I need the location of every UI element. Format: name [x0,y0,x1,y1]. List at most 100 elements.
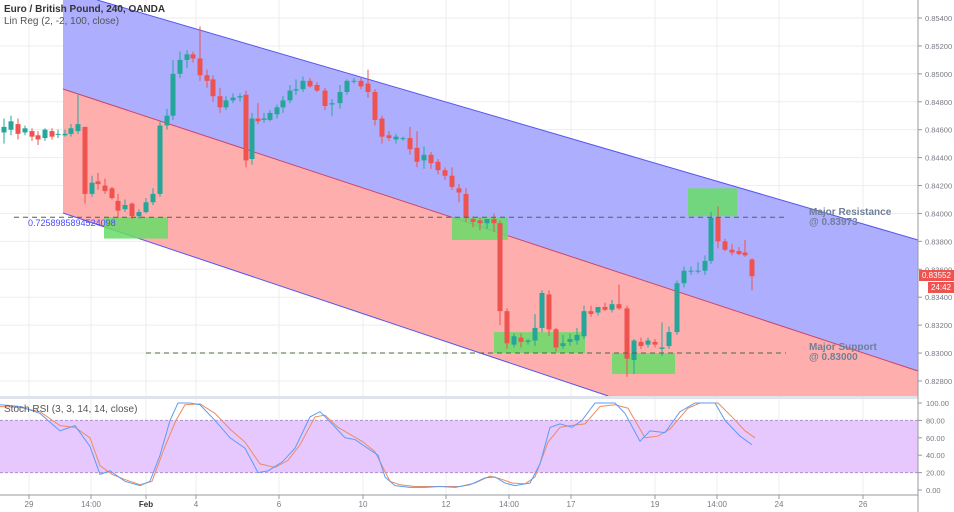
candle[interactable] [122,199,128,213]
candle[interactable] [287,85,293,104]
candle[interactable] [428,152,434,169]
candle[interactable] [210,75,216,102]
pane-separator[interactable] [0,396,918,399]
candle[interactable] [300,76,306,92]
candle[interactable] [602,302,608,312]
candle[interactable] [89,175,95,197]
candle[interactable] [261,112,267,123]
candle[interactable] [688,266,694,275]
candle[interactable] [249,112,255,165]
candle[interactable] [484,219,490,229]
candle[interactable] [702,255,708,275]
candle[interactable] [456,184,462,203]
candle[interactable] [329,98,335,116]
candle[interactable] [337,85,343,109]
candle[interactable] [243,90,249,168]
candle[interactable] [624,305,630,377]
candle[interactable] [150,188,156,206]
candle[interactable] [230,93,236,104]
candle[interactable] [567,333,573,347]
candle[interactable] [365,69,371,98]
zone-rect[interactable] [688,188,737,217]
candle[interactable] [631,339,637,374]
candle[interactable] [435,158,441,175]
candle[interactable] [729,244,735,256]
candle[interactable] [157,121,163,197]
candle[interactable] [616,284,622,310]
candle[interactable] [588,305,594,317]
candle[interactable] [518,333,524,348]
candle[interactable] [449,167,455,190]
candle[interactable] [736,246,742,256]
candle[interactable] [143,198,149,214]
candle[interactable] [95,172,101,190]
candle[interactable] [532,313,538,347]
candle[interactable] [504,308,510,349]
candle[interactable] [102,178,108,194]
zone-rect[interactable] [494,332,585,354]
candle[interactable] [491,213,497,232]
candle[interactable] [307,78,313,88]
candle[interactable] [666,326,672,349]
candle[interactable] [62,129,68,137]
candle[interactable] [652,339,658,348]
candle[interactable] [190,51,196,63]
candle[interactable] [574,327,580,345]
price-axis[interactable]: 0.85400 0.85200 0.85000 0.84800 0.84600 0.844… [918,14,952,386]
candle[interactable] [372,89,378,126]
channel-lower-line[interactable] [62,212,609,397]
candle[interactable] [351,78,357,84]
candle[interactable] [553,327,559,352]
candle[interactable] [358,78,364,90]
candle[interactable] [463,188,469,222]
candle[interactable] [42,128,48,141]
candle[interactable] [274,104,280,119]
candle[interactable] [421,146,427,169]
candle[interactable] [1,118,7,144]
candle[interactable] [477,217,483,231]
candle[interactable] [164,108,170,130]
candle[interactable] [136,209,142,220]
support-annotation[interactable]: Major Support @ 0.83000 [809,343,877,363]
candle[interactable] [539,290,545,333]
candle[interactable] [609,299,615,313]
time-axis[interactable]: 29 14:00 Feb 4 6 10 12 14:00 17 19 14:00 24 26 [25,495,868,509]
candle[interactable] [322,87,328,111]
candles[interactable] [1,26,755,377]
rsi-axis[interactable]: 100.00 80.00 60.00 40.00 20.00 0.00 [918,399,949,495]
candle[interactable] [184,50,190,69]
candle[interactable] [109,186,115,200]
candle[interactable] [674,280,680,335]
candle[interactable] [708,212,714,264]
candle[interactable] [129,202,135,220]
candle[interactable] [170,59,176,120]
candle[interactable] [414,131,420,168]
candle[interactable] [695,262,701,274]
candle[interactable] [8,115,14,136]
candle[interactable] [267,110,273,122]
candle[interactable] [497,220,503,326]
candle[interactable] [393,133,399,144]
candle[interactable] [177,51,183,79]
candle[interactable] [400,136,406,141]
candle[interactable] [344,79,350,95]
candle[interactable] [379,115,385,144]
candle[interactable] [217,87,223,113]
candle[interactable] [197,26,203,81]
candle[interactable] [511,333,517,348]
candle[interactable] [280,96,286,113]
candle[interactable] [638,337,644,349]
candle[interactable] [293,79,299,95]
candle[interactable] [407,126,413,155]
candle[interactable] [22,125,28,136]
candle[interactable] [55,129,61,139]
zones[interactable] [104,188,737,374]
candle[interactable] [681,266,687,288]
candle[interactable] [470,216,476,228]
candle[interactable] [722,238,728,252]
candle[interactable] [29,128,35,141]
candle[interactable] [560,334,566,349]
candle[interactable] [223,96,229,111]
candle[interactable] [237,93,243,102]
